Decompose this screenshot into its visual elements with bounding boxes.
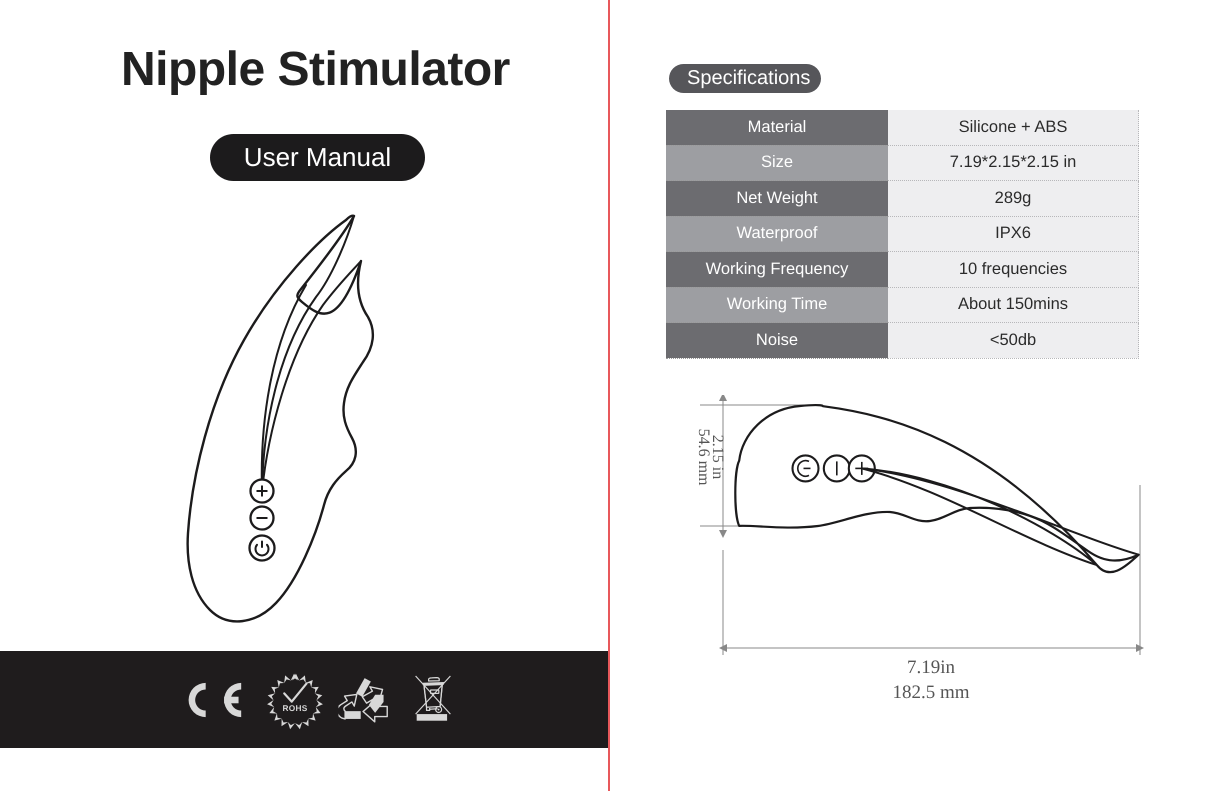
svg-text:7.19in: 7.19in: [907, 657, 956, 678]
svg-text:ROHS: ROHS: [283, 704, 308, 713]
svg-text:54.6 mm: 54.6 mm: [695, 429, 712, 486]
svg-text:182.5 mm: 182.5 mm: [892, 682, 969, 703]
